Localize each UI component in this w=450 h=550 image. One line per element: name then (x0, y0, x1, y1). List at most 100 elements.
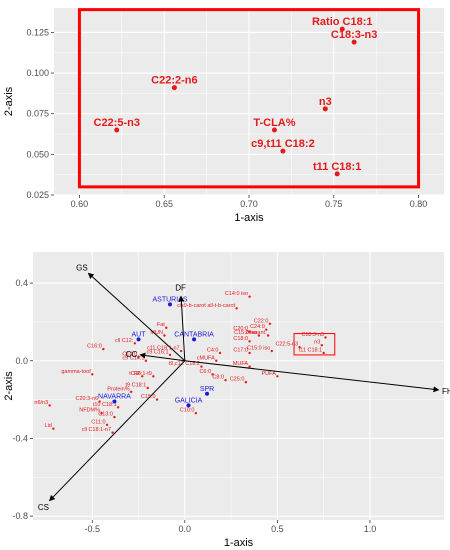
point-label: t11 C18:1 (313, 161, 361, 173)
variable-label: C15:0 iso (247, 346, 270, 352)
region-point (136, 337, 141, 342)
variable-point (248, 340, 251, 343)
region-point (112, 399, 117, 404)
variable-point (265, 328, 268, 331)
x-axis-title: 1-axis (234, 212, 264, 224)
variable-label: n6/n3 (34, 400, 48, 406)
variable-label: C13:0 (98, 412, 113, 418)
y-tick-label: 0.025 (26, 190, 49, 200)
variable-label: C17:0 (233, 347, 248, 353)
variable-label: C18:3-n3 (301, 332, 324, 338)
variable-point (146, 386, 149, 390)
x-tick-label: 0.75 (325, 199, 343, 209)
variable-label: C10:0 (180, 408, 195, 414)
variable-point (194, 411, 198, 415)
variable-point (257, 334, 261, 337)
variable-point (113, 415, 116, 419)
variable-label: C14:0 iso (225, 291, 248, 297)
loading-arrow (87, 272, 186, 362)
variable-label: MUFA (233, 361, 249, 367)
variable-label: C14:0 (122, 351, 137, 357)
variable-label: tC18:1-t9 (129, 371, 152, 377)
variable-point (168, 353, 172, 357)
plot-panel (33, 252, 444, 520)
variable-point (133, 342, 137, 345)
loading-vectors: GS DF FH CS CC (38, 263, 450, 512)
highlight-box (293, 333, 336, 356)
y-axis-title: 2-axis (3, 371, 15, 401)
y-tick-label: 0.100 (26, 68, 49, 78)
loading-arrow (139, 352, 185, 362)
variable-point (266, 334, 270, 337)
x-tick-label: -0.5 (84, 524, 100, 534)
vector-label: CS (38, 503, 49, 512)
variable-label: MUN (150, 330, 163, 336)
data-point (339, 26, 345, 32)
variable-label: cll C18:1-n7 (82, 427, 111, 433)
variable-label: cis9-b-carot all-t-b-carot (177, 303, 236, 309)
highlight-box (77, 8, 421, 189)
variable-label: t9,c12 C18:2 (169, 361, 200, 367)
variable-label: C6:0 (199, 369, 211, 375)
variable-label: C15:0 (141, 394, 156, 400)
point-label: C18:3-n3 (331, 29, 377, 41)
variable-label: C20:3-n6 (76, 396, 99, 402)
variable-label: gamma-toof (61, 369, 91, 375)
region-label: SPR (200, 386, 214, 393)
variable-label: t11 C18:1 (299, 347, 322, 353)
variable-point (235, 307, 238, 310)
x-tick-label: 0.0 (179, 524, 192, 534)
variable-label: Fat (157, 322, 165, 328)
bottom-biplot: C14:0 iso cis9-b-carot all-t-b-carot C22:0… (3, 252, 450, 549)
point-label: c9,t11 C18:2 (251, 138, 315, 150)
variable-point (152, 375, 155, 378)
point-label: C22:5-n3 (94, 117, 140, 129)
vector-label: FH (442, 387, 450, 396)
variable-points: C14:0 iso cis9-b-carot all-t-b-carot C22:0… (34, 291, 327, 434)
variable-point (200, 365, 203, 368)
variable-point (52, 427, 55, 430)
loading-arrow (184, 360, 440, 393)
region-point (192, 337, 197, 342)
y-tick-label: 0.075 (26, 109, 49, 119)
x-tick-label: 1.0 (364, 524, 377, 534)
vector-label: GS (76, 263, 88, 272)
variable-label: c9 C16:1 (146, 349, 168, 355)
data-point (114, 127, 120, 133)
variable-point (105, 423, 109, 427)
variable-label: PUFA (262, 371, 277, 377)
variable-point (141, 375, 144, 378)
point-label: Ratio C18:1 (312, 16, 373, 28)
region-label: NAVARRA (98, 394, 131, 401)
variable-label: C24:0 (250, 324, 265, 330)
gridlines (33, 252, 444, 520)
variable-label: n3 (314, 340, 320, 346)
variable-label: C11:0 (91, 419, 105, 425)
variable-point (218, 351, 222, 355)
variable-point (244, 380, 248, 384)
region-points: ASTURIAS AUT CANTABRIA NAVARRA SPR GALICIA (98, 296, 214, 408)
variable-point (48, 404, 51, 407)
tick-labels: -0.5 0.0 0.5 1.0 -0.8 -0.4 0.0 0.4 (12, 278, 376, 534)
data-point (351, 39, 357, 45)
variable-point (224, 378, 227, 382)
y-tick-label: 0.050 (26, 149, 49, 159)
variable-point (215, 359, 218, 362)
variable-label: t10 C18:1 (93, 402, 117, 408)
variable-point (276, 375, 279, 378)
variable-label: Protein% (107, 386, 129, 392)
data-point (334, 171, 340, 177)
variable-point (100, 411, 103, 415)
loading-arrow (48, 360, 186, 502)
point-label: C22:2-n6 (151, 75, 197, 87)
variable-point (98, 400, 101, 403)
variable-point (322, 351, 325, 355)
variable-point (129, 390, 133, 394)
variable-point (248, 295, 251, 298)
variable-label: C22:0 (254, 318, 269, 324)
x-tick-label: 0.65 (155, 199, 173, 209)
variable-label: C22:5-n3 (275, 342, 298, 348)
region-point (186, 403, 191, 408)
x-tick-label: 0.70 (240, 199, 258, 209)
